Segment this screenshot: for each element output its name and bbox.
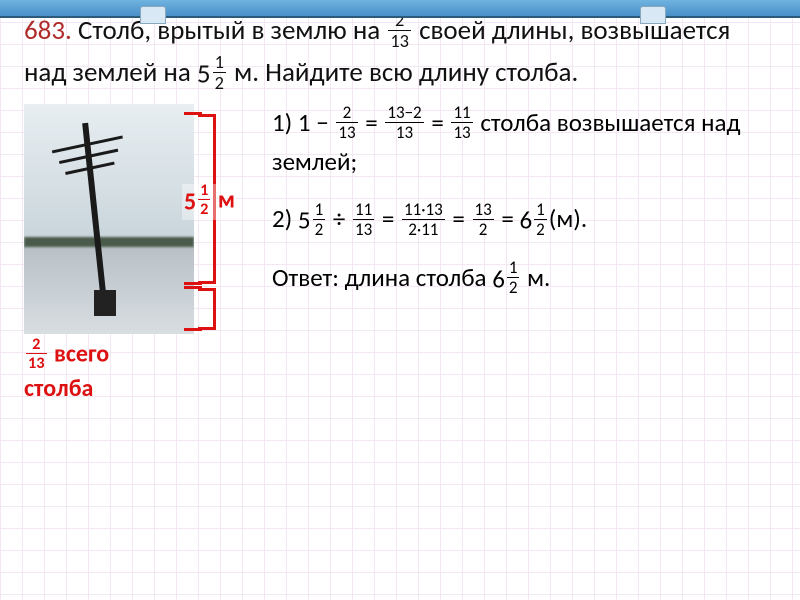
slide-content: 683. Столб, врытый в землю на 213 своей … bbox=[0, 0, 800, 600]
diagram-wrap: 512 м 213 всего столба bbox=[24, 104, 254, 404]
label-above-length: 512 м bbox=[182, 184, 237, 220]
bracket-tick bbox=[184, 112, 202, 115]
solution-step-2: 2) 512 ÷ 1113 = 11·132·11 = 132 = 612(м)… bbox=[272, 200, 776, 240]
bracket-tick bbox=[184, 282, 202, 285]
problem-text-3: м. Найдите всю длину столба. bbox=[228, 56, 578, 89]
photo-treeline bbox=[24, 237, 194, 247]
solution-step-1: 1) 1 − 213 = 13−213 = 1113 столба возвыш… bbox=[272, 104, 776, 182]
solution-answer: Ответ: длина столба 612 м. bbox=[272, 259, 776, 299]
lower-row: 512 м 213 всего столба 1) 1 − 213 = 13−2… bbox=[24, 104, 776, 404]
solution-column: 1) 1 − 213 = 13−213 = 1113 столба возвыш… bbox=[272, 104, 776, 299]
photo-sky bbox=[24, 104, 194, 247]
problem-number: 683. bbox=[24, 14, 72, 47]
bracket-tick bbox=[184, 286, 202, 289]
bracket-tick bbox=[184, 328, 202, 331]
pole-photo bbox=[24, 104, 194, 334]
pole-base bbox=[94, 290, 116, 316]
problem-text-1: Столб, врытый в землю на bbox=[72, 14, 386, 47]
tab-decor-left bbox=[140, 6, 166, 24]
label-below-fraction: 213 всего столба bbox=[24, 338, 254, 404]
bracket-below-ground bbox=[198, 288, 216, 330]
tab-decor-right bbox=[640, 6, 666, 24]
mixed-5-1-2: 512 bbox=[197, 56, 228, 89]
top-bar bbox=[0, 0, 800, 18]
